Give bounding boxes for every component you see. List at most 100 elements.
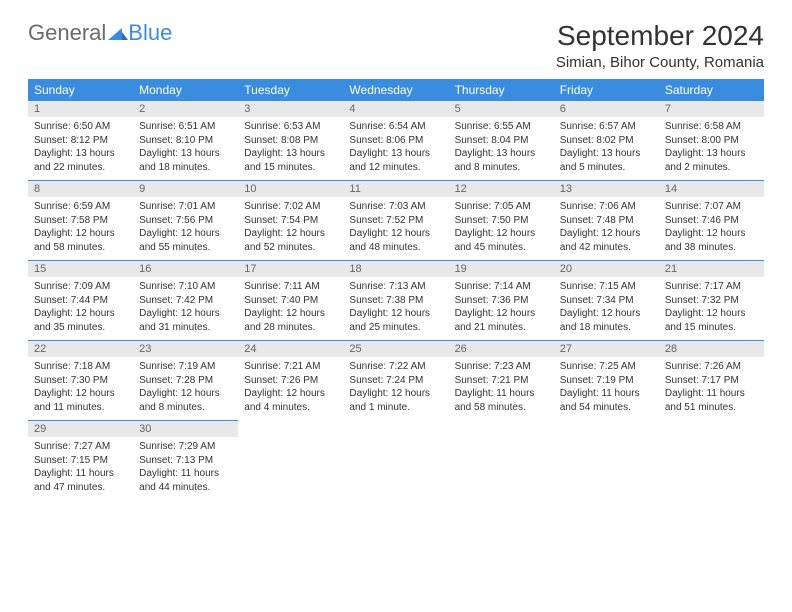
day-cell: Sunrise: 7:07 AMSunset: 7:46 PMDaylight:… (659, 197, 764, 261)
day-number: 9 (133, 181, 238, 198)
weekday-header: Wednesday (343, 79, 448, 101)
sunrise-text: Sunrise: 7:23 AM (455, 360, 548, 374)
daylight-text: Daylight: 11 hours and 58 minutes. (455, 387, 548, 414)
sunset-text: Sunset: 7:15 PM (34, 454, 127, 468)
sunset-text: Sunset: 7:36 PM (455, 294, 548, 308)
day-number (554, 421, 659, 438)
day-number: 21 (659, 261, 764, 278)
sunset-text: Sunset: 8:04 PM (455, 134, 548, 148)
daylight-text: Daylight: 11 hours and 51 minutes. (665, 387, 758, 414)
daylight-text: Daylight: 13 hours and 18 minutes. (139, 147, 232, 174)
sunrise-text: Sunrise: 7:25 AM (560, 360, 653, 374)
sunrise-text: Sunrise: 6:53 AM (244, 120, 337, 134)
sunrise-text: Sunrise: 7:07 AM (665, 200, 758, 214)
day-cell: Sunrise: 7:10 AMSunset: 7:42 PMDaylight:… (133, 277, 238, 341)
sunrise-text: Sunrise: 7:09 AM (34, 280, 127, 294)
sunrise-text: Sunrise: 6:58 AM (665, 120, 758, 134)
sunrise-text: Sunrise: 7:27 AM (34, 440, 127, 454)
day-number: 13 (554, 181, 659, 198)
sunset-text: Sunset: 8:00 PM (665, 134, 758, 148)
day-cell (554, 437, 659, 500)
day-number (449, 421, 554, 438)
day-number: 1 (28, 101, 133, 117)
weekday-header: Saturday (659, 79, 764, 101)
day-number: 19 (449, 261, 554, 278)
day-cell (238, 437, 343, 500)
daylight-text: Daylight: 12 hours and 55 minutes. (139, 227, 232, 254)
daylight-text: Daylight: 12 hours and 48 minutes. (349, 227, 442, 254)
day-number: 14 (659, 181, 764, 198)
sunrise-text: Sunrise: 7:03 AM (349, 200, 442, 214)
header: General Blue September 2024 Simian, Biho… (28, 20, 764, 71)
weekday-header: Tuesday (238, 79, 343, 101)
day-number: 2 (133, 101, 238, 117)
day-number: 25 (343, 341, 448, 358)
day-number: 22 (28, 341, 133, 358)
day-number: 20 (554, 261, 659, 278)
sunrise-text: Sunrise: 6:54 AM (349, 120, 442, 134)
daylight-text: Daylight: 12 hours and 38 minutes. (665, 227, 758, 254)
sunset-text: Sunset: 7:48 PM (560, 214, 653, 228)
weekday-header: Monday (133, 79, 238, 101)
location-text: Simian, Bihor County, Romania (556, 54, 764, 71)
sunset-text: Sunset: 8:10 PM (139, 134, 232, 148)
sunrise-text: Sunrise: 7:02 AM (244, 200, 337, 214)
day-cell: Sunrise: 7:25 AMSunset: 7:19 PMDaylight:… (554, 357, 659, 421)
daylight-text: Daylight: 12 hours and 25 minutes. (349, 307, 442, 334)
sunrise-text: Sunrise: 6:59 AM (34, 200, 127, 214)
day-number: 17 (238, 261, 343, 278)
day-cell: Sunrise: 6:55 AMSunset: 8:04 PMDaylight:… (449, 117, 554, 181)
daylight-text: Daylight: 11 hours and 44 minutes. (139, 467, 232, 494)
daylight-text: Daylight: 12 hours and 52 minutes. (244, 227, 337, 254)
daylight-text: Daylight: 12 hours and 15 minutes. (665, 307, 758, 334)
sunset-text: Sunset: 8:06 PM (349, 134, 442, 148)
daylight-text: Daylight: 12 hours and 11 minutes. (34, 387, 127, 414)
day-cell (343, 437, 448, 500)
day-cell (449, 437, 554, 500)
day-number (238, 421, 343, 438)
daylight-text: Daylight: 13 hours and 22 minutes. (34, 147, 127, 174)
page-title: September 2024 (556, 20, 764, 52)
sunrise-text: Sunrise: 7:05 AM (455, 200, 548, 214)
daylight-text: Daylight: 12 hours and 58 minutes. (34, 227, 127, 254)
sunset-text: Sunset: 7:19 PM (560, 374, 653, 388)
day-content-row: Sunrise: 6:59 AMSunset: 7:58 PMDaylight:… (28, 197, 764, 261)
day-cell: Sunrise: 7:17 AMSunset: 7:32 PMDaylight:… (659, 277, 764, 341)
sunrise-text: Sunrise: 6:50 AM (34, 120, 127, 134)
day-number-row: 891011121314 (28, 181, 764, 198)
sunset-text: Sunset: 7:54 PM (244, 214, 337, 228)
weekday-header: Sunday (28, 79, 133, 101)
daylight-text: Daylight: 12 hours and 8 minutes. (139, 387, 232, 414)
sunrise-text: Sunrise: 6:57 AM (560, 120, 653, 134)
sunset-text: Sunset: 8:08 PM (244, 134, 337, 148)
daylight-text: Daylight: 12 hours and 35 minutes. (34, 307, 127, 334)
logo-mark-icon (108, 20, 128, 46)
sunrise-text: Sunrise: 6:55 AM (455, 120, 548, 134)
day-number: 4 (343, 101, 448, 117)
sunset-text: Sunset: 8:02 PM (560, 134, 653, 148)
daylight-text: Daylight: 12 hours and 31 minutes. (139, 307, 232, 334)
sunset-text: Sunset: 7:44 PM (34, 294, 127, 308)
day-cell: Sunrise: 7:21 AMSunset: 7:26 PMDaylight:… (238, 357, 343, 421)
day-number: 6 (554, 101, 659, 117)
daylight-text: Daylight: 11 hours and 54 minutes. (560, 387, 653, 414)
sunset-text: Sunset: 7:50 PM (455, 214, 548, 228)
day-cell: Sunrise: 6:54 AMSunset: 8:06 PMDaylight:… (343, 117, 448, 181)
day-cell: Sunrise: 7:13 AMSunset: 7:38 PMDaylight:… (343, 277, 448, 341)
daylight-text: Daylight: 12 hours and 18 minutes. (560, 307, 653, 334)
day-number: 28 (659, 341, 764, 358)
sunrise-text: Sunrise: 7:26 AM (665, 360, 758, 374)
sunset-text: Sunset: 7:24 PM (349, 374, 442, 388)
daylight-text: Daylight: 13 hours and 12 minutes. (349, 147, 442, 174)
sunset-text: Sunset: 8:12 PM (34, 134, 127, 148)
day-cell: Sunrise: 6:53 AMSunset: 8:08 PMDaylight:… (238, 117, 343, 181)
day-number: 23 (133, 341, 238, 358)
day-number: 12 (449, 181, 554, 198)
daylight-text: Daylight: 12 hours and 1 minute. (349, 387, 442, 414)
day-cell: Sunrise: 7:15 AMSunset: 7:34 PMDaylight:… (554, 277, 659, 341)
weekday-header: Friday (554, 79, 659, 101)
sunrise-text: Sunrise: 7:13 AM (349, 280, 442, 294)
day-number: 3 (238, 101, 343, 117)
day-content-row: Sunrise: 7:27 AMSunset: 7:15 PM Daylight:… (28, 437, 764, 500)
day-cell: Sunrise: 6:58 AMSunset: 8:00 PMDaylight:… (659, 117, 764, 181)
